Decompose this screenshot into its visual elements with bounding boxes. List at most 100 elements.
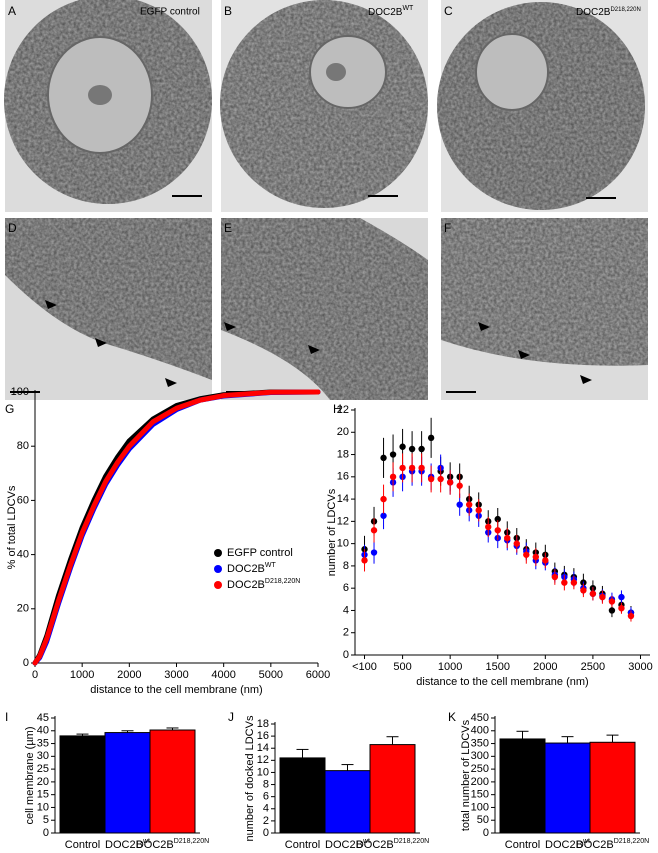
- y-axis-label: cell membrane (µm): [24, 726, 36, 824]
- y-tick-label: 100: [471, 801, 489, 813]
- y-tick-label: 40: [37, 725, 49, 737]
- y-tick-label: 12: [337, 515, 349, 527]
- point: [427, 434, 435, 442]
- legend-label-base: EGFP control: [227, 547, 293, 559]
- caption-superscript: D218,220N: [610, 7, 640, 13]
- point: [589, 590, 597, 597]
- y-tick-label: 80: [17, 440, 29, 452]
- point: [408, 445, 416, 453]
- x-tick-label: DOC2BD218,220N: [136, 838, 209, 851]
- point: [580, 587, 587, 594]
- point: [475, 507, 482, 514]
- bar: [544, 742, 591, 834]
- point: [542, 557, 549, 564]
- point: [380, 454, 387, 462]
- x-tick-label: 3000: [628, 661, 652, 673]
- legend-label: DOC2BWT: [227, 562, 277, 575]
- bar: [104, 732, 151, 834]
- panel-label: E: [224, 221, 232, 235]
- y-tick-label: 15: [37, 789, 49, 801]
- panel-caption: DOC2BD218,220N: [576, 7, 641, 18]
- y-tick-label: 16: [257, 730, 269, 742]
- x-tick-label-superscript: wt: [582, 838, 590, 845]
- x-tick-label: 1000: [70, 669, 94, 681]
- point: [380, 495, 387, 503]
- point: [465, 501, 473, 508]
- point: [456, 501, 463, 508]
- panel-label: A: [8, 4, 16, 18]
- x-tick-label-superscript: wt: [362, 838, 370, 845]
- y-tick-label: 10: [257, 766, 269, 778]
- x-tick-label-superscript: D218,220N: [614, 838, 649, 845]
- y-tick-label: 200: [471, 776, 489, 788]
- x-tick-label: 6000: [306, 669, 330, 681]
- point: [389, 451, 397, 458]
- x-tick-label: 2000: [533, 661, 557, 673]
- point: [437, 475, 444, 483]
- y-tick-label: 4: [263, 803, 269, 815]
- point: [570, 579, 578, 586]
- micrograph-b: [220, 0, 428, 212]
- y-tick-label: 14: [337, 493, 349, 505]
- series-line: [32, 389, 321, 666]
- legend-label-base: DOC2B: [227, 563, 265, 575]
- panel-label: B: [224, 4, 232, 18]
- panel-label: F: [444, 221, 451, 235]
- y-tick-label: 400: [471, 725, 489, 737]
- x-tick-label-base: DOC2B: [136, 839, 174, 851]
- y-tick-label: 50: [477, 814, 489, 826]
- y-tick-label: 300: [471, 750, 489, 762]
- x-tick-label: 0: [32, 669, 38, 681]
- y-tick-label: 0: [343, 649, 349, 661]
- y-tick-label: 25: [37, 763, 49, 775]
- point: [361, 557, 368, 564]
- y-tick-label: 450: [471, 712, 489, 724]
- legend-marker: [214, 549, 222, 557]
- x-tick-label: 500: [393, 661, 411, 673]
- point: [446, 479, 454, 486]
- y-tick-label: 14: [257, 742, 269, 754]
- point: [561, 579, 568, 586]
- y-tick-label: 6: [263, 791, 269, 803]
- point: [513, 540, 520, 547]
- y-tick-label: 40: [17, 549, 29, 561]
- point: [418, 445, 425, 453]
- panel-label: D: [8, 221, 17, 235]
- panel-label: G: [5, 402, 14, 416]
- legend-label: DOC2BD218,220N: [227, 578, 300, 591]
- point: [456, 482, 463, 489]
- x-tick-label-base: Control: [505, 839, 540, 851]
- x-tick-label: 1500: [485, 661, 509, 673]
- x-tick-label-superscript: wt: [142, 838, 150, 845]
- bar: [589, 741, 636, 834]
- point: [608, 598, 616, 605]
- point: [399, 443, 406, 450]
- caption-base: DOC2B: [368, 7, 403, 18]
- panel-label: J: [228, 710, 234, 724]
- y-tick-label: 6: [343, 582, 349, 594]
- x-tick-label: 3000: [164, 669, 188, 681]
- panel-caption: EGFP control: [140, 7, 200, 18]
- x-tick-label: Control: [285, 839, 320, 851]
- bar: [499, 738, 546, 834]
- bar: [369, 744, 416, 834]
- y-tick-label: 350: [471, 737, 489, 749]
- panel-label: H: [333, 402, 342, 416]
- y-tick-label: 2: [263, 815, 269, 827]
- panel-caption: DOC2BWT: [368, 5, 414, 17]
- y-tick-label: 35: [37, 737, 49, 749]
- point: [523, 551, 530, 558]
- y-tick-label: 0: [23, 657, 29, 669]
- y-tick-label: 2: [343, 627, 349, 639]
- point: [494, 527, 501, 534]
- panel-label: C: [444, 4, 453, 18]
- x-tick-label-base: DOC2B: [576, 839, 614, 851]
- x-tick-label: 1000: [438, 661, 462, 673]
- series-line: [32, 389, 321, 666]
- bar: [59, 735, 106, 834]
- y-tick-label: 20: [337, 426, 349, 438]
- point: [399, 464, 406, 472]
- x-tick-label: <100: [352, 661, 377, 673]
- y-tick-label: 8: [343, 560, 349, 572]
